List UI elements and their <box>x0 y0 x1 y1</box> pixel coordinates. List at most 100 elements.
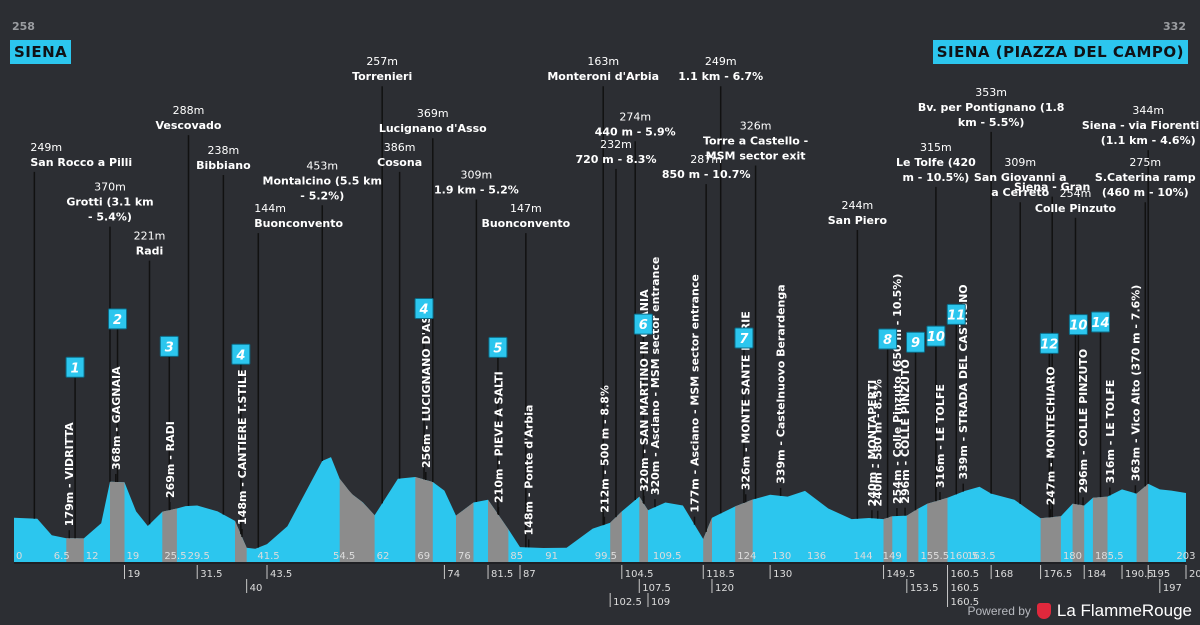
flamme-rouge-icon <box>1036 603 1051 619</box>
gravel-sector <box>610 511 622 563</box>
vertical-label: 296m - COLLE PINZUTO <box>899 359 912 504</box>
sector-number-badge <box>926 325 946 347</box>
km-label-below: 184 <box>1087 569 1106 580</box>
annotation-text: 315m <box>920 141 952 154</box>
annotation-text: Monteroni d'Arbia <box>547 70 659 83</box>
km-label: 6.5 <box>54 551 70 562</box>
annotation-text: Lucignano d'Asso <box>379 122 487 135</box>
vertical-label: 210m - PIEVE A SALTI <box>493 371 506 503</box>
annotation-text: 850 m - 10.7% <box>662 168 751 181</box>
sector-number-badge <box>734 327 754 349</box>
sector-number: 7 <box>739 332 749 347</box>
gravel-sector <box>162 508 177 563</box>
annotation-text: 244m <box>842 199 874 212</box>
km-label-below: 160.5 <box>951 569 980 580</box>
annotation-text: (1.1 km - 4.6%) <box>1101 134 1196 147</box>
vertical-label: 212m - 500 m - 8.8% <box>598 385 611 513</box>
km-label-below: 102.5 <box>613 597 642 608</box>
gravel-sectors <box>66 477 1149 563</box>
km-label: 54.5 <box>333 551 355 562</box>
km-label: 29.5 <box>188 551 210 562</box>
annotation-text: Montalcino (5.5 km <box>263 174 382 187</box>
gravel-sector <box>639 496 648 563</box>
km-label: 76 <box>458 551 471 562</box>
annotation-text: 1.9 km - 5.2% <box>434 183 519 196</box>
km-label-below: 109 <box>651 597 670 608</box>
annotation-text: Torre a Castello - <box>703 134 808 147</box>
annotation-text: Colle Pinzuto <box>1035 202 1117 215</box>
annotation-text: 453m <box>306 159 338 172</box>
km-label-below: 31.5 <box>200 569 222 580</box>
vertical-label: 339m - STRADA DEL CASTAGNO <box>957 284 970 479</box>
vertical-label: 269m - RADI <box>164 421 177 498</box>
vertical-label: 320m - SAN MARTINO IN GRANIA <box>638 289 651 492</box>
gravel-sector <box>1136 483 1149 563</box>
annotation-text: 274m <box>619 110 651 123</box>
km-label: 41.5 <box>257 551 279 562</box>
sector-number: 5 <box>493 341 502 356</box>
km-label: 144 <box>854 551 873 562</box>
annotation-text: Bv. per Pontignano (1.8 <box>918 101 1065 114</box>
annotation-text: - 5.4%) <box>88 211 132 224</box>
annotation-text: Vescovado <box>155 119 221 132</box>
vertical-label: 247m - MONTECHIARO <box>1044 366 1057 505</box>
gravel-sector <box>456 502 474 563</box>
km-label-below: 195 <box>1151 569 1170 580</box>
annotation-text: 344m <box>1132 104 1164 117</box>
gravel-sector <box>339 478 375 563</box>
km-label: 19 <box>127 551 140 562</box>
vertical-label: 320m - Asciano - MSM sector entrance <box>649 257 662 496</box>
km-label-below: 197 <box>1163 583 1182 594</box>
km-label: 69 <box>417 551 430 562</box>
annotation-text: - 5.2%) <box>300 189 344 202</box>
gravel-sector <box>66 538 84 563</box>
km-label: 62 <box>377 551 390 562</box>
km-label: 185.5 <box>1095 551 1124 562</box>
start-location-badge: SIENA <box>10 40 72 64</box>
annotation-text: Radi <box>136 245 164 258</box>
km-label-below: 130 <box>773 569 792 580</box>
km-label-below: 107.5 <box>642 583 671 594</box>
km-label-below: 201. <box>1189 569 1200 580</box>
sector-number: 8 <box>883 333 892 348</box>
vertical-label: 363m - Vico Alto (370 m - 7.6%) <box>1129 285 1142 482</box>
annotation-text: km - 5.5%) <box>958 116 1025 129</box>
vertical-label: 316m - LE TOLFE <box>934 384 947 488</box>
gravel-sector <box>883 516 893 563</box>
sector-number: 4 <box>419 303 429 318</box>
km-label: 180 <box>1063 551 1082 562</box>
annotation-text: S.Caterina ramp <box>1095 171 1196 184</box>
gravel-sector <box>110 481 125 563</box>
powered-by-text: Powered by <box>967 604 1031 618</box>
annotation-text: 249m <box>30 141 62 154</box>
annotation-text: 287m <box>690 153 722 166</box>
annotation-text: a Cerreto <box>991 186 1049 199</box>
km-label-below: 40 <box>250 583 263 594</box>
annotation-text: 309m <box>1004 156 1036 169</box>
gravel-sector <box>735 499 753 563</box>
km-label-below: 118.5 <box>706 569 735 580</box>
profile-area <box>14 457 1186 563</box>
annotation-text: 720 m - 8.3% <box>575 153 656 166</box>
sector-number-badge <box>108 308 128 330</box>
annotation-text: Grotti (3.1 km <box>66 196 153 209</box>
annotation-text: 369m <box>417 107 449 120</box>
annotation-text: 326m <box>740 119 772 132</box>
annotation-text: Cosona <box>377 156 422 169</box>
vertical-label: 240m - 580 m - 8.5% <box>872 379 885 507</box>
sector-number-badge <box>1068 314 1088 336</box>
km-label: 25.5 <box>164 551 186 562</box>
sector-number: 9 <box>911 336 920 351</box>
annotation-text: 238m <box>208 144 240 157</box>
annotation-text: 254m <box>1060 187 1092 200</box>
annotation-text: 309m <box>461 168 493 181</box>
annotation-text: 440 m - 5.9% <box>595 125 676 138</box>
vertical-label: 148m - Ponte d'Arbia <box>523 404 536 535</box>
sector-number-badge <box>414 298 434 319</box>
annotation-text: 144m <box>254 202 286 215</box>
km-label-below: 160.5 <box>951 597 980 608</box>
sector-number-badge <box>1090 311 1110 333</box>
vertical-label: 240m - MONTAPERTI <box>866 380 879 506</box>
powered-by-logo[interactable]: Powered by La FlammeRouge <box>968 601 1193 621</box>
